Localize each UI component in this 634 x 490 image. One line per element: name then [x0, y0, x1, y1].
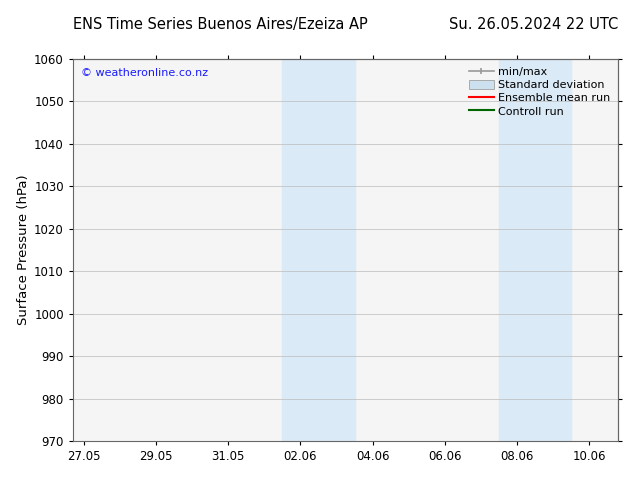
- Text: ENS Time Series Buenos Aires/Ezeiza AP: ENS Time Series Buenos Aires/Ezeiza AP: [73, 17, 368, 32]
- Text: © weatheronline.co.nz: © weatheronline.co.nz: [81, 69, 208, 78]
- Bar: [535, 59, 571, 441]
- Bar: [499, 59, 535, 441]
- Text: Su. 26.05.2024 22 UTC: Su. 26.05.2024 22 UTC: [449, 17, 618, 32]
- Bar: [282, 59, 354, 441]
- Legend: min/max, Standard deviation, Ensemble mean run, Controll run: min/max, Standard deviation, Ensemble me…: [467, 64, 612, 119]
- Y-axis label: Surface Pressure (hPa): Surface Pressure (hPa): [17, 174, 30, 325]
